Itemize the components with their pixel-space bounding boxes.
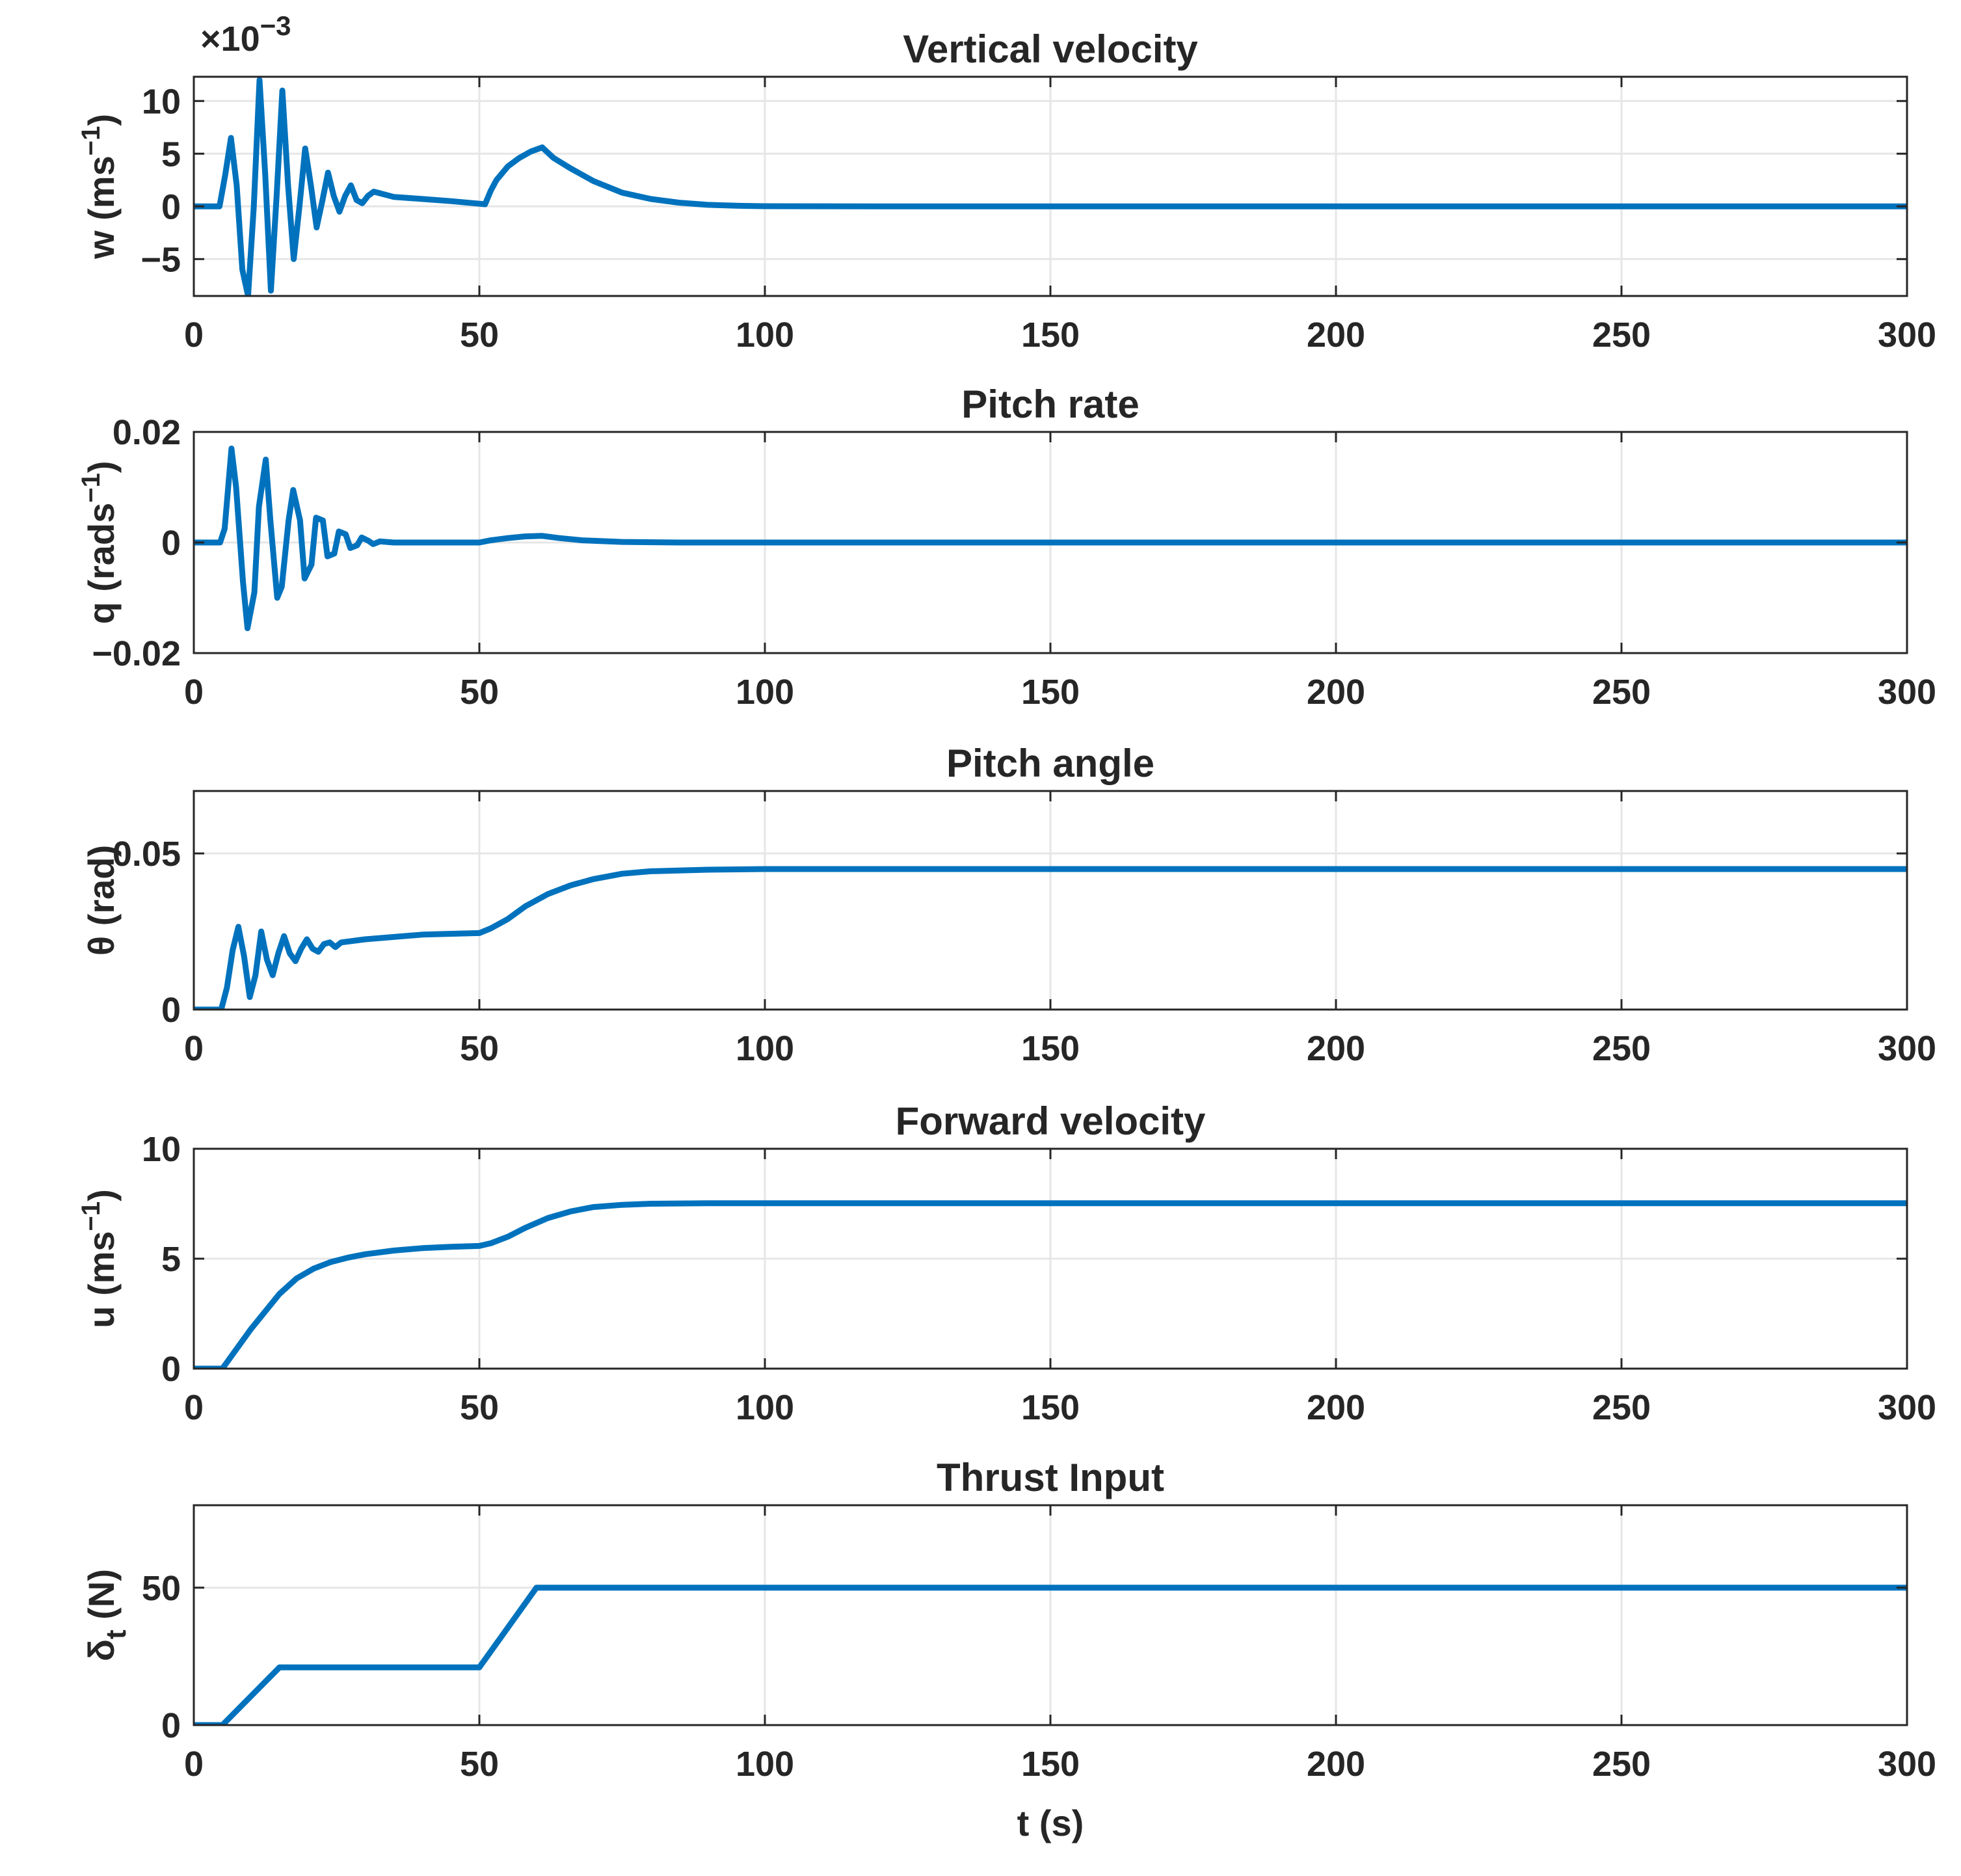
y-tick-label: 0	[161, 1706, 181, 1745]
x-tick-label: 50	[460, 1029, 499, 1068]
series-line-q	[194, 446, 1907, 632]
x-tick-label: 150	[1021, 673, 1080, 712]
x-tick-label: 100	[736, 315, 794, 355]
series-line-theta	[194, 866, 1907, 1010]
x-tick-label: 200	[1307, 673, 1365, 712]
y-tick-label: 10	[142, 82, 181, 121]
x-tick-label: 300	[1878, 315, 1936, 355]
x-tick-label: 200	[1307, 1029, 1365, 1068]
x-tick-label: 0	[184, 1388, 204, 1427]
x-tick-label: 100	[736, 1745, 794, 1784]
x-tick-label: 300	[1878, 1029, 1936, 1068]
x-axis-label: t (s)	[1017, 1802, 1084, 1843]
series-line-u	[194, 1200, 1907, 1369]
x-tick-label: 200	[1307, 315, 1365, 355]
panel-5: 0 50 100 150 200 250 300 0 50 Thrust Input δt (N) t…	[81, 1456, 1936, 1843]
x-tick-label: 300	[1878, 1388, 1936, 1427]
chart-title: Pitch angle	[946, 742, 1154, 785]
x-tick-label: 250	[1592, 315, 1651, 355]
x-tick-label: 250	[1592, 673, 1651, 712]
y-axis-label: δt (N)	[81, 1569, 132, 1661]
x-tick-label: 100	[736, 1029, 794, 1068]
panel-3: 0 50 100 150 200 250 300 0 0.05 Pitch angle θ (rad…	[81, 742, 1936, 1068]
x-tick-label: 250	[1592, 1388, 1651, 1427]
x-tick-label: 300	[1878, 673, 1936, 712]
x-tick-label: 0	[184, 1029, 204, 1068]
y-tick-label: 50	[142, 1569, 181, 1608]
y-tick-label: 0.02	[113, 413, 181, 452]
y-tick-label: 0	[161, 187, 181, 226]
chart-title: Pitch rate	[961, 382, 1139, 426]
y-tick-label: 0	[161, 1350, 181, 1389]
x-tick-label: 50	[460, 673, 499, 712]
x-tick-label: 50	[460, 1745, 499, 1784]
y-axis-label: w (ms−1)	[77, 114, 122, 260]
y-tick-label: −0.02	[92, 634, 181, 673]
y-tick-label: 5	[161, 135, 181, 174]
series-line-w	[194, 77, 1907, 296]
panel-4: 0 50 100 150 200 250 300 0 5 10 Forward velocity u …	[77, 1099, 1936, 1427]
series-line-delta_t	[194, 1585, 1907, 1725]
y-axis-label: θ (rad)	[81, 845, 122, 956]
chart-title: Thrust Input	[937, 1456, 1164, 1499]
y-tick-label: 0.05	[113, 835, 181, 874]
x-tick-label: 250	[1592, 1745, 1651, 1784]
x-tick-label: 150	[1021, 315, 1080, 355]
x-tick-label: 200	[1307, 1745, 1365, 1784]
chart-title: Forward velocity	[896, 1099, 1206, 1143]
x-tick-label: 150	[1021, 1388, 1080, 1427]
y-tick-label: 10	[142, 1130, 181, 1169]
y-tick-label: −5	[140, 240, 181, 279]
x-tick-label: 200	[1307, 1388, 1365, 1427]
y-axis-label: u (ms−1)	[77, 1189, 122, 1328]
x-tick-label: 0	[184, 1745, 204, 1784]
x-tick-label: 150	[1021, 1745, 1080, 1784]
chart-title: Vertical velocity	[903, 27, 1198, 71]
y-tick-label: 0	[161, 991, 181, 1030]
x-tick-label: 50	[460, 1388, 499, 1427]
x-tick-label: 300	[1878, 1745, 1936, 1784]
x-tick-label: 50	[460, 315, 499, 355]
x-tick-label: 100	[736, 1388, 794, 1427]
x-tick-label: 100	[736, 673, 794, 712]
x-tick-label: 0	[184, 315, 204, 355]
y-exponent-label: ×10−3	[200, 10, 291, 59]
y-tick-label: 0	[161, 524, 181, 563]
x-tick-label: 150	[1021, 1029, 1080, 1068]
x-tick-label: 0	[184, 673, 204, 712]
x-tick-label: 250	[1592, 1029, 1651, 1068]
y-axis-label: q (rads−1)	[77, 461, 122, 624]
y-tick-label: 5	[161, 1240, 181, 1279]
